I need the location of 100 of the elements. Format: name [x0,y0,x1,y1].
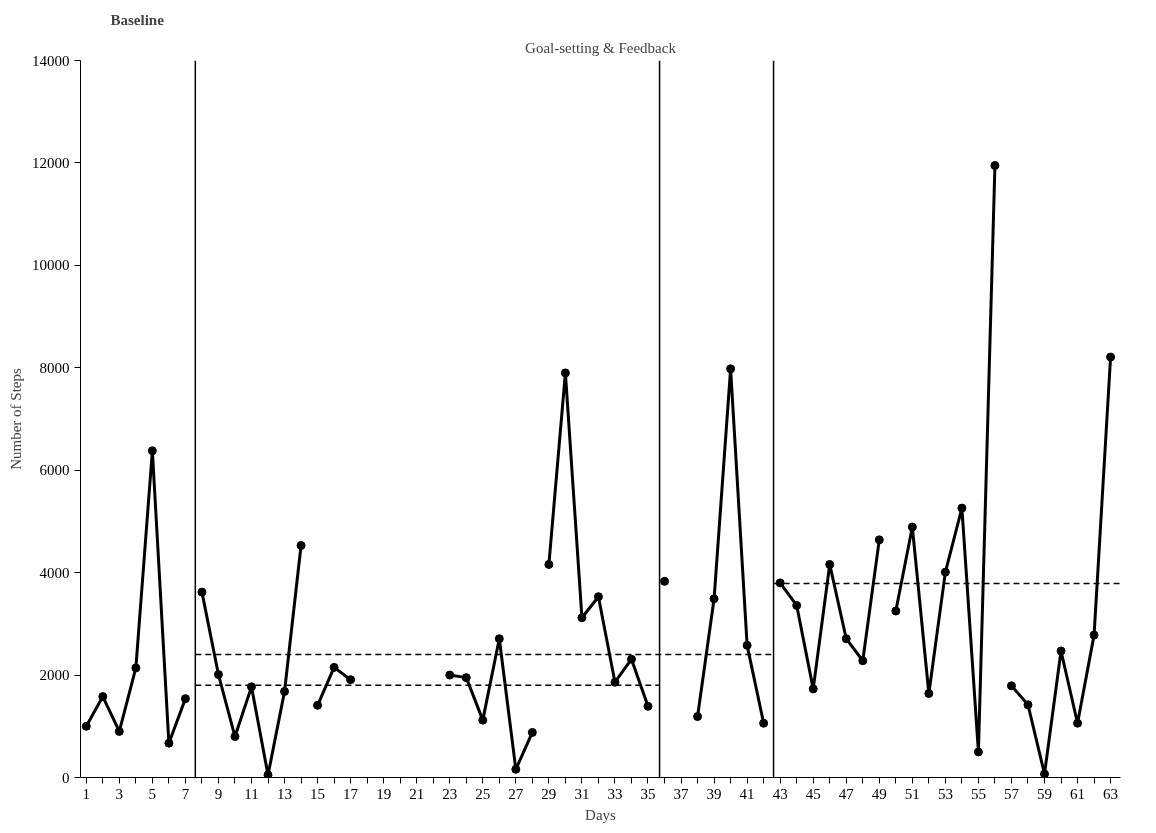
x-tick-label: 9 [214,785,223,802]
point [1106,352,1116,362]
point [445,670,455,680]
x-tick-label: 1 [82,785,91,802]
x-tick-label: 55 [970,785,986,802]
point [593,592,603,602]
x-tick-label: 11 [244,785,259,802]
x-tick-label: 25 [475,785,491,802]
point [841,634,851,644]
x-tick-label: 59 [1037,785,1052,802]
point [775,578,785,588]
point [626,654,636,664]
point [792,600,802,610]
x-tick-label: 27 [508,785,524,802]
point [296,541,306,550]
point [329,662,339,672]
point [660,576,670,586]
point [197,587,207,597]
x-tick-label: 57 [1003,785,1020,802]
point [131,663,141,673]
x-tick-label: 23 [442,785,458,802]
x-tick-label: 31 [574,785,590,802]
x-tick-label: 61 [1070,785,1086,802]
point [478,715,488,725]
point [346,675,356,685]
point [759,718,769,728]
point [1023,700,1033,710]
point [313,700,323,710]
point [957,503,967,513]
x-tick-label: 17 [343,785,359,802]
x-tick-label: 49 [871,785,887,802]
point [147,446,157,456]
point [494,634,504,644]
point [98,692,108,702]
point [907,522,917,532]
point [511,764,521,774]
point [81,721,91,731]
x-tick-label: 15 [310,785,326,802]
point [709,594,719,604]
x-tick-label: 3 [115,785,124,802]
y-tick-label: 8000 [39,359,70,376]
point [230,732,240,742]
x-tick-label: 29 [541,785,557,802]
point [280,686,290,696]
y-tick-label: 0 [62,769,70,786]
y-tick-label: 4000 [39,564,70,581]
x-tick-label: 35 [640,785,656,802]
x-tick-label: 53 [937,785,953,802]
x-tick-label: 41 [739,785,755,802]
point [544,559,554,569]
point [924,689,934,698]
point [164,738,174,748]
point [643,701,653,711]
point [114,726,124,736]
point [940,567,950,577]
point [1073,718,1083,728]
point [1040,769,1049,778]
point [246,682,256,692]
point [742,640,752,650]
x-tick-label: 45 [805,785,821,802]
x-tick-label: 19 [376,785,392,802]
point [825,559,835,569]
x-tick-label: 5 [148,785,157,802]
point [180,694,190,704]
y-tick-label: 14000 [32,52,70,69]
point [858,656,868,666]
x-tick-label: 63 [1103,785,1119,802]
point [560,368,570,378]
text: Baseline [110,11,165,28]
point [1056,646,1066,656]
y-tick-label: 10000 [32,257,70,274]
x-tick-label: 39 [706,785,722,802]
x-tick-label: 37 [673,785,690,802]
y-tick-label: 12000 [32,154,70,171]
point [263,770,273,778]
text: Goal-setting & Feedback [525,39,677,56]
point [213,670,223,680]
x-tick-label: 21 [409,785,425,802]
point [1089,630,1099,640]
point [1006,681,1016,691]
point [577,613,587,623]
x-tick-label: 43 [772,785,788,802]
x-axis-title: Days [585,806,617,823]
point [973,747,983,757]
point [610,677,620,687]
x-tick-label: 47 [838,785,855,802]
x-tick-label: 33 [607,785,623,802]
point [874,535,884,545]
x-tick-label: 13 [277,785,293,802]
point [808,684,818,694]
y-axis-title: Number of Steps [8,368,24,470]
y-tick-label: 6000 [39,462,70,479]
x-tick-label: 7 [181,785,190,802]
point [726,364,736,374]
x-tick-label: 51 [904,785,920,802]
point [527,727,537,737]
point [990,161,1000,170]
y-tick-label: 2000 [39,667,70,684]
point [693,712,703,722]
point [461,673,471,683]
